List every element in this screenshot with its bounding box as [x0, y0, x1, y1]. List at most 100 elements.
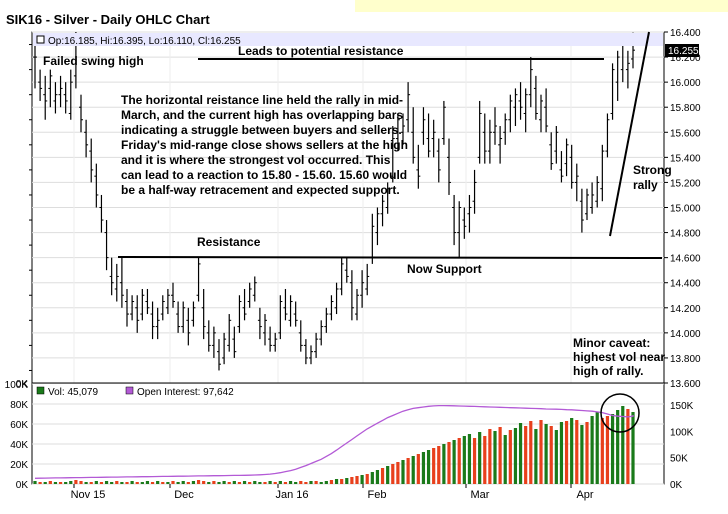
ohlc-bar — [119, 257, 124, 308]
caveat-label-3: high of rally. — [573, 364, 643, 378]
volume-bar — [396, 462, 400, 484]
volume-bar — [549, 426, 553, 484]
volume-bar — [288, 481, 293, 484]
ohlc-bar — [503, 113, 508, 145]
ohlc-bar — [165, 288, 170, 315]
ohlc-bar — [273, 332, 278, 352]
volume-bar — [503, 435, 507, 484]
ohlc-bar — [140, 288, 145, 321]
price-tick-label: 15.800 — [670, 103, 701, 114]
volume-bar — [64, 482, 68, 484]
volume-bar — [161, 482, 165, 484]
ohlc-bar — [288, 295, 293, 327]
volume-bar — [176, 482, 180, 484]
date-tick-label: Jan 16 — [275, 489, 308, 501]
ohlc-bar — [176, 301, 181, 333]
chart-title: SIK16 - Silver - Daily OHLC Chart — [6, 12, 210, 27]
volume-bar — [600, 418, 604, 484]
ohlc-bar — [319, 320, 324, 346]
volume-bar — [79, 481, 83, 484]
ohlc-bar — [579, 188, 584, 233]
ohlc-bar — [58, 75, 63, 108]
ohlc-bar — [487, 119, 492, 164]
volume-bar — [462, 436, 466, 484]
strong-rally-label-2: rally — [633, 178, 658, 192]
current-price-value: 16.255 — [668, 46, 699, 57]
ohlc-bar — [365, 263, 370, 296]
ohlc-bar — [401, 113, 405, 145]
caveat-label-1: Minor caveat: — [573, 336, 650, 350]
commentary-line: can lead to a reaction to 15.80 - 15.60.… — [121, 168, 407, 182]
volume-bar — [610, 414, 615, 484]
volume-bar — [125, 482, 129, 484]
volume-bar — [38, 482, 42, 484]
volume-bar — [263, 482, 267, 484]
price-tick-label: 14.400 — [670, 279, 701, 290]
volume-bar — [340, 479, 344, 484]
volume-bar — [570, 418, 574, 484]
ohlc-bar — [109, 257, 114, 296]
volume-bar — [539, 420, 543, 484]
ohlc-bar — [191, 301, 196, 327]
open-interest-tick-label: 100K — [670, 427, 694, 438]
ohlc-bar — [145, 288, 150, 315]
ohlc-bar — [329, 295, 334, 321]
ohlc-bar — [263, 314, 267, 346]
price-tick-label: 13.800 — [670, 354, 701, 365]
ohlc-bar — [344, 257, 349, 283]
volume-bar — [283, 482, 288, 484]
volume-bar — [452, 440, 456, 484]
volume-bar — [508, 430, 512, 484]
ohlc-bar — [513, 88, 518, 127]
volume-tick-label: 100K — [5, 380, 29, 391]
ohlc-bar — [472, 169, 477, 214]
date-tick-label: Nov 15 — [71, 489, 106, 501]
ohlc-bar — [135, 295, 140, 333]
price-tick-label: 14.200 — [670, 304, 701, 315]
ohlc-bar — [283, 288, 288, 321]
ohlc-bar — [48, 69, 53, 108]
volume-bar — [564, 421, 569, 484]
support-resistance-line — [117, 256, 663, 259]
volume-bar — [299, 481, 303, 484]
ohlc-bar — [38, 69, 43, 101]
volume-bar — [191, 481, 196, 484]
volume-bar — [186, 482, 190, 484]
volume-bar — [84, 482, 88, 484]
open-interest-tick-label: 0K — [670, 480, 683, 491]
volume-bar — [411, 456, 415, 484]
volume-bar — [99, 482, 104, 484]
date-tick-label: Mar — [471, 489, 490, 501]
volume-bar — [631, 412, 635, 484]
volume-bar — [319, 482, 323, 484]
volume-bar — [43, 482, 47, 484]
ohlc-bar — [564, 138, 569, 177]
ohlc-bar — [615, 50, 620, 101]
ohlc-bar — [43, 75, 48, 120]
ohlc-bar — [452, 194, 457, 246]
ohlc-bar — [441, 100, 446, 145]
volume-bar — [207, 482, 211, 484]
price-axis-ticks: 16.400 16.200 16.000 15.800 15.600 15.400 15.2… — [29, 28, 701, 390]
volume-bar — [110, 482, 114, 484]
ohlc-bar — [467, 194, 472, 233]
volume-bar — [48, 481, 52, 484]
volume-bar — [115, 481, 119, 484]
commentary-line: be a half-way retracement and expected s… — [121, 183, 400, 197]
volume-bar — [370, 472, 374, 484]
ohlc-bar — [406, 82, 411, 133]
ohlc-bar — [33, 44, 37, 89]
high-volume-circle — [600, 393, 640, 433]
ohlc-bar — [390, 126, 395, 183]
volume-bar — [416, 454, 420, 484]
ohlc-bar — [518, 82, 523, 120]
volume-bar — [33, 481, 37, 484]
ohlc-bar — [385, 182, 390, 214]
ohlc-bar — [196, 257, 201, 302]
ohlc-bar — [447, 138, 451, 195]
date-tick-label: Feb — [368, 489, 387, 501]
volume-bar — [120, 482, 124, 484]
price-legend-box — [33, 33, 663, 46]
volume-panel — [31, 382, 665, 485]
ohlc-bar — [125, 288, 129, 327]
